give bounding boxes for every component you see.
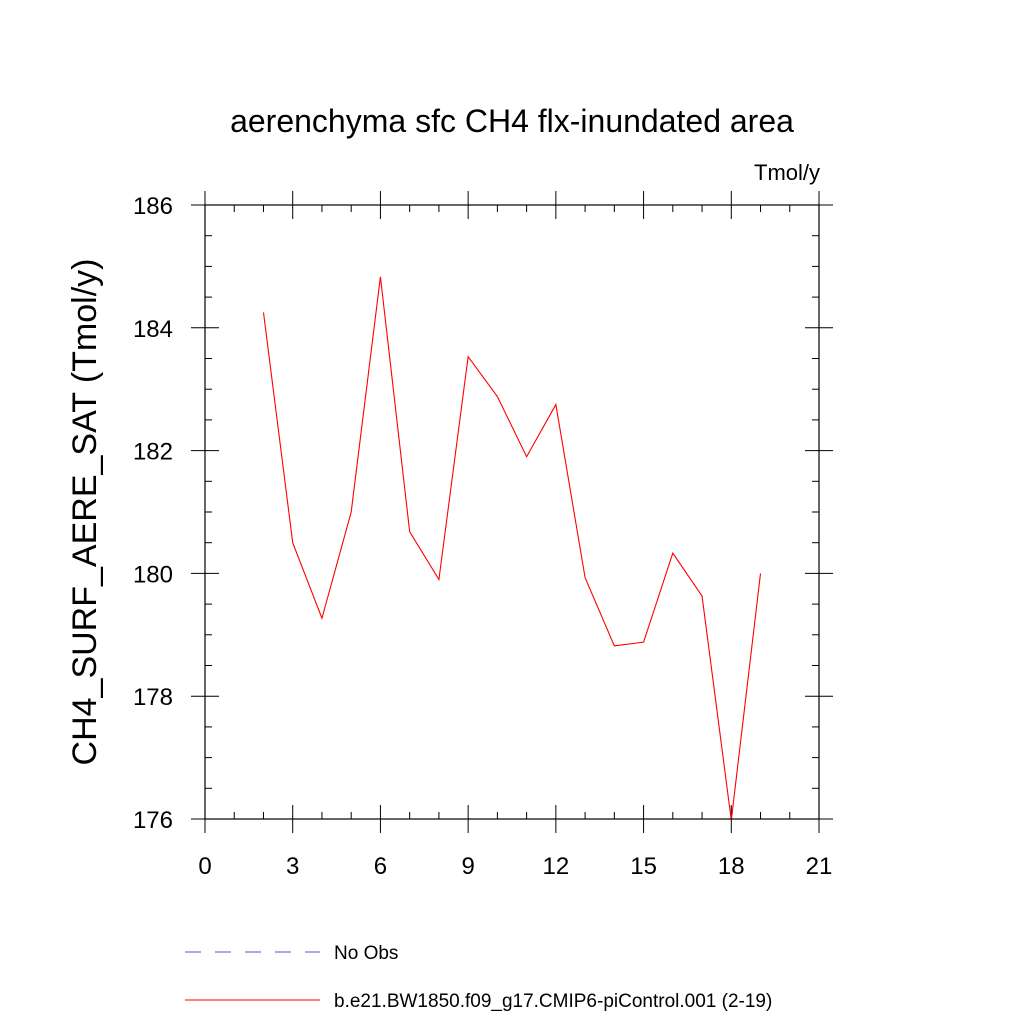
y-tick-label: 176: [133, 807, 173, 834]
x-tick-label: 21: [806, 853, 833, 880]
axis-ticks: 0 3 6 9 12 15 18 21 176 178 180 182 184 186: [133, 191, 833, 880]
y-tick-label: 182: [133, 439, 173, 466]
x-tick-label: 0: [198, 853, 211, 880]
y-axis-label: CH4_SURF_AERE_SAT (Tmol/y): [66, 259, 104, 766]
x-tick-label: 12: [543, 853, 570, 880]
x-tick-label: 9: [461, 853, 474, 880]
x-tick-label: 15: [630, 853, 657, 880]
series-line: [262, 276, 762, 821]
y-tick-label: 186: [133, 193, 173, 220]
x-tick-label: 18: [718, 853, 745, 880]
y-tick-label: 178: [133, 684, 173, 711]
legend-label: b.e21.BW1850.f09_g17.CMIP6-piControl.001…: [334, 991, 772, 1012]
legend: No Obs b.e21.BW1850.f09_g17.CMIP6-piContr…: [185, 943, 772, 1012]
x-tick-label: 3: [286, 853, 299, 880]
plot-series: [262, 276, 762, 821]
legend-label: No Obs: [334, 943, 398, 964]
y-tick-label: 180: [133, 561, 173, 588]
y-tick-label: 184: [133, 316, 173, 343]
plot-frame: [204, 204, 820, 820]
chart-title: aerenchyma sfc CH4 flx-inundated area: [230, 103, 794, 139]
units-label: Tmol/y: [754, 160, 820, 185]
x-tick-label: 6: [374, 853, 387, 880]
